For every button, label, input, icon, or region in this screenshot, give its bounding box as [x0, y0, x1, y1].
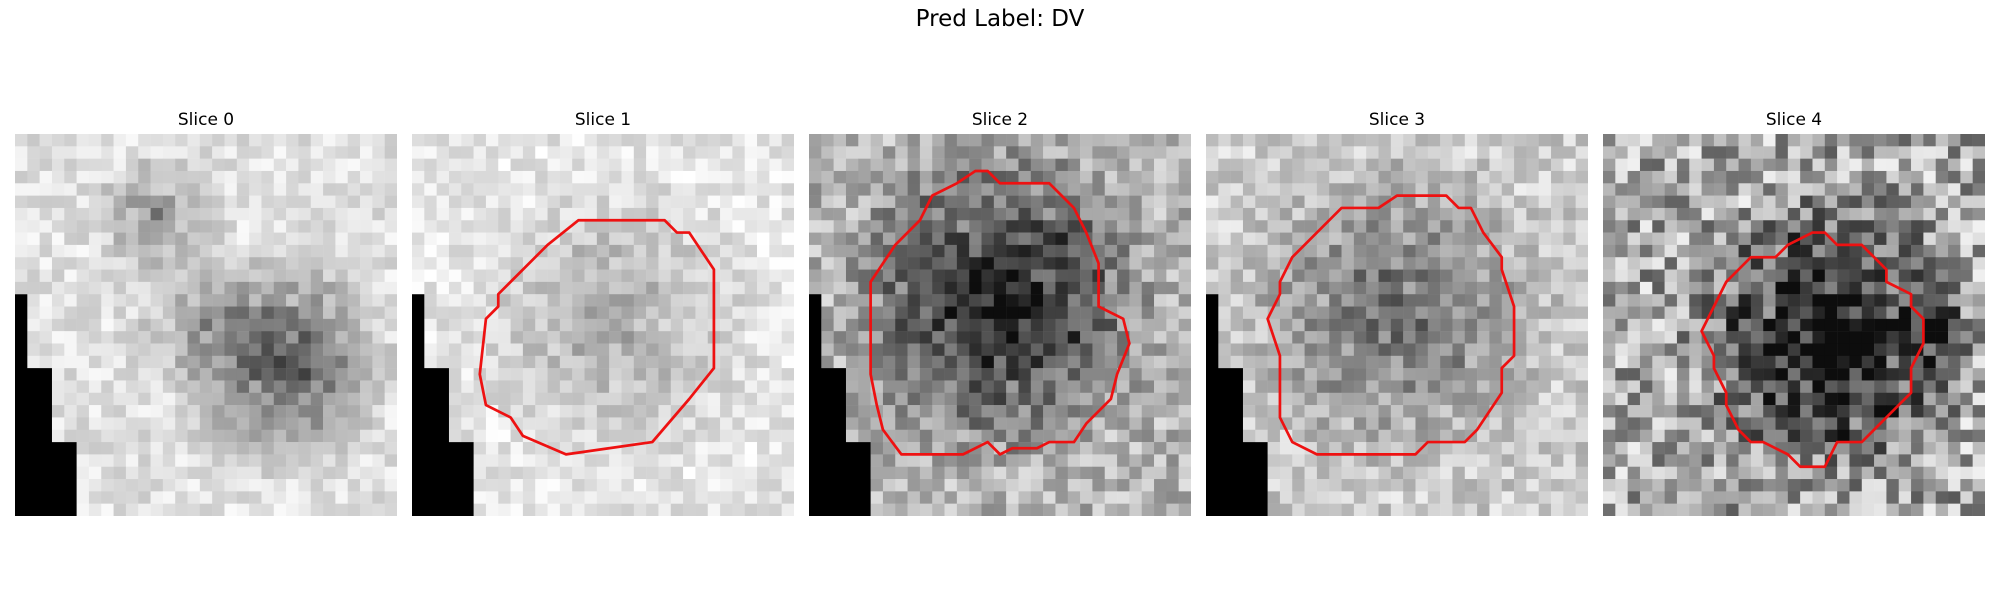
slice-title: Slice 2: [971, 110, 1029, 130]
slice-panel-4: Slice 4: [1603, 108, 1985, 516]
slice-panel-1: Slice 1: [412, 108, 794, 516]
slice-title: Slice 3: [1368, 110, 1426, 130]
slice-image: [1206, 134, 1588, 516]
slice-title: Slice 4: [1765, 110, 1823, 130]
slice-image: [1603, 134, 1985, 516]
slice-panel-0: Slice 0: [15, 108, 397, 516]
slice-image: [412, 134, 794, 516]
slice-panel-3: Slice 3: [1206, 108, 1588, 516]
figure-title: Pred Label: DV: [915, 6, 1085, 32]
slice-image: [15, 134, 397, 516]
slice-title: Slice 1: [574, 110, 632, 130]
slice-panel-2: Slice 2: [809, 108, 1191, 516]
slice-title: Slice 0: [177, 110, 235, 130]
slice-image: [809, 134, 1191, 516]
